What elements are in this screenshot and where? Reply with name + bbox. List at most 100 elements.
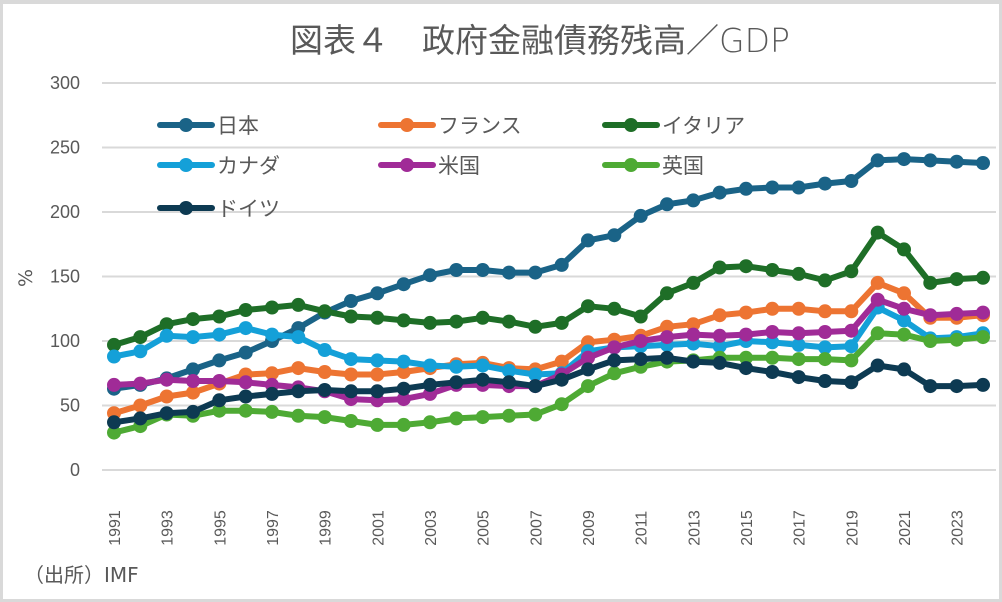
data-point <box>502 408 516 423</box>
y-tick-label: 0 <box>70 460 80 480</box>
y-tick-label: 200 <box>50 202 80 222</box>
data-point <box>475 372 490 387</box>
data-point <box>238 389 253 404</box>
data-point <box>502 314 516 329</box>
data-point <box>712 355 727 370</box>
data-point <box>897 286 911 301</box>
data-point <box>528 367 543 382</box>
data-point <box>317 365 332 379</box>
data-point <box>765 301 780 316</box>
data-point <box>739 305 753 320</box>
data-point <box>449 314 464 329</box>
series-lines <box>107 152 990 440</box>
data-point <box>581 362 595 377</box>
data-point <box>344 352 358 367</box>
data-point <box>238 345 253 360</box>
data-point <box>423 377 437 392</box>
source-note: （出所）IMF <box>24 563 139 587</box>
data-point <box>396 365 411 379</box>
data-point <box>581 350 595 365</box>
data-point <box>423 315 437 330</box>
data-point <box>712 185 727 200</box>
data-point <box>791 266 806 281</box>
data-point <box>107 377 121 392</box>
data-point <box>765 325 780 339</box>
data-point <box>475 263 490 277</box>
data-point <box>660 286 674 301</box>
data-point <box>712 308 727 323</box>
x-tick-label: 1997 <box>265 510 282 546</box>
data-point <box>212 309 227 324</box>
data-point <box>923 379 938 394</box>
data-point <box>976 270 990 285</box>
data-point <box>317 304 332 319</box>
x-tick-label: 2005 <box>476 510 493 546</box>
data-point <box>554 354 569 369</box>
data-point <box>844 323 859 338</box>
y-axis-ticks: 0 50 100 150 200 250 300 <box>50 73 80 480</box>
data-point <box>396 392 411 407</box>
data-point <box>581 233 595 248</box>
data-point <box>344 414 358 428</box>
data-point <box>528 379 543 394</box>
legend-swatch-marker <box>624 158 638 172</box>
data-point <box>238 375 253 390</box>
data-point <box>238 303 253 317</box>
data-point <box>765 365 780 379</box>
data-point <box>844 264 859 279</box>
series-2 <box>107 225 990 352</box>
data-point <box>686 354 701 369</box>
data-point <box>949 332 964 347</box>
data-point <box>423 268 437 283</box>
series-line <box>111 354 986 426</box>
data-point <box>870 326 885 341</box>
data-point <box>897 301 911 316</box>
data-point <box>186 330 200 345</box>
data-point <box>923 308 938 323</box>
data-point <box>554 315 569 330</box>
x-tick-label: 2015 <box>739 510 756 546</box>
data-point <box>107 425 121 440</box>
legend-swatch-marker <box>400 118 414 132</box>
data-point <box>791 301 806 316</box>
data-point <box>897 313 911 328</box>
legend-item: イタリア <box>602 114 745 138</box>
data-point <box>186 362 200 377</box>
data-point <box>344 367 358 382</box>
data-point <box>739 361 753 376</box>
data-point <box>449 359 464 374</box>
x-tick-label: 2017 <box>792 510 809 546</box>
legend-item: ドイツ <box>157 197 280 221</box>
data-point <box>265 366 279 381</box>
data-point <box>370 286 385 301</box>
data-point <box>949 272 964 287</box>
data-point <box>818 304 832 319</box>
x-tick-label: 1993 <box>160 510 177 546</box>
data-point <box>712 339 727 354</box>
x-tick-label: 2001 <box>370 510 387 546</box>
data-point <box>739 259 753 274</box>
data-point <box>765 263 780 277</box>
data-point <box>633 352 648 367</box>
data-point <box>317 343 332 357</box>
data-point <box>923 153 938 168</box>
data-point <box>870 153 885 168</box>
data-point <box>739 181 753 196</box>
legend-item: 日本 <box>157 114 259 138</box>
data-point <box>502 363 516 378</box>
data-point <box>133 330 148 345</box>
data-point <box>133 376 148 391</box>
data-point <box>291 297 306 312</box>
x-tick-label: 2009 <box>581 510 598 546</box>
data-point <box>212 374 227 388</box>
x-tick-label: 2011 <box>634 511 651 546</box>
data-point <box>528 407 543 422</box>
data-point <box>107 415 121 430</box>
data-point <box>581 379 595 394</box>
legend-item: フランス <box>378 114 522 138</box>
data-point <box>686 327 701 342</box>
data-point <box>554 257 569 272</box>
data-point <box>212 327 227 342</box>
data-point <box>186 374 200 388</box>
